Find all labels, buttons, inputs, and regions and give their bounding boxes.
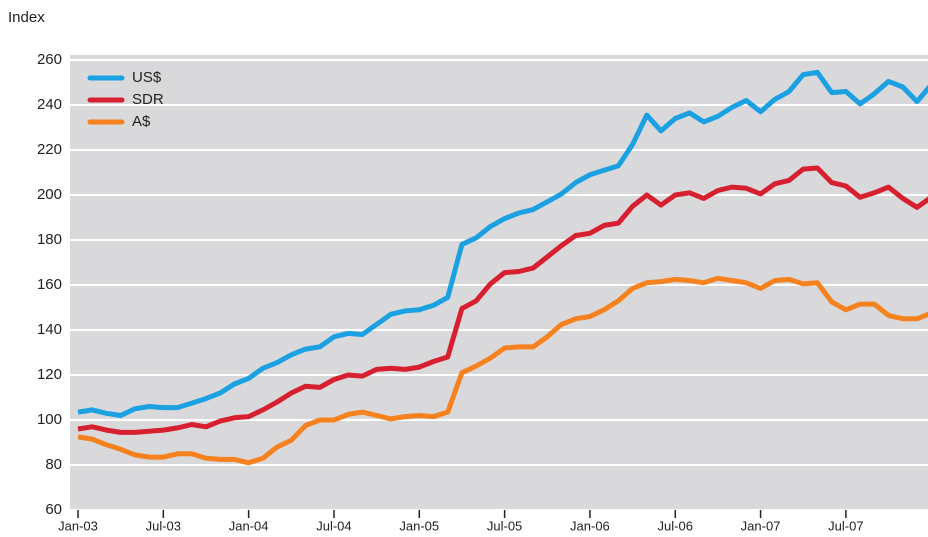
- legend-label: US$: [132, 69, 162, 86]
- y-tick-label: 80: [45, 456, 62, 473]
- x-tick-label: Jan-03: [58, 518, 98, 533]
- y-tick-label: 220: [37, 141, 62, 158]
- series-line: [77, 275, 928, 466]
- x-tick-label: Jul-04: [316, 518, 351, 533]
- x-tick-label: Jul-06: [658, 518, 693, 533]
- x-tick-label: Jul-07: [828, 518, 863, 533]
- x-tick-label: Jan-06: [570, 518, 610, 533]
- x-tick-label: Jan-05: [399, 518, 439, 533]
- series-line: [77, 69, 928, 418]
- y-tick-label: 60: [45, 501, 62, 518]
- y-tick-label: 240: [37, 96, 62, 113]
- y-tick-label: 180: [37, 231, 62, 248]
- y-tick-label: 160: [37, 276, 62, 293]
- x-tick-label: Jul-05: [487, 518, 522, 533]
- x-tick-label: Jul-03: [146, 518, 181, 533]
- x-tick-label: Jan-07: [741, 518, 781, 533]
- plot-background: [70, 55, 928, 510]
- x-tick-label: Jan-04: [229, 518, 269, 533]
- y-tick-label: 260: [37, 51, 62, 68]
- y-tick-label: 140: [37, 321, 62, 338]
- legend-label: A$: [132, 113, 151, 130]
- y-axis-title: Index: [8, 9, 45, 26]
- y-tick-label: 200: [37, 186, 62, 203]
- series-line: [77, 165, 928, 435]
- y-tick-label: 100: [37, 411, 62, 428]
- legend-label: SDR: [132, 91, 164, 108]
- y-tick-label: 120: [37, 366, 62, 383]
